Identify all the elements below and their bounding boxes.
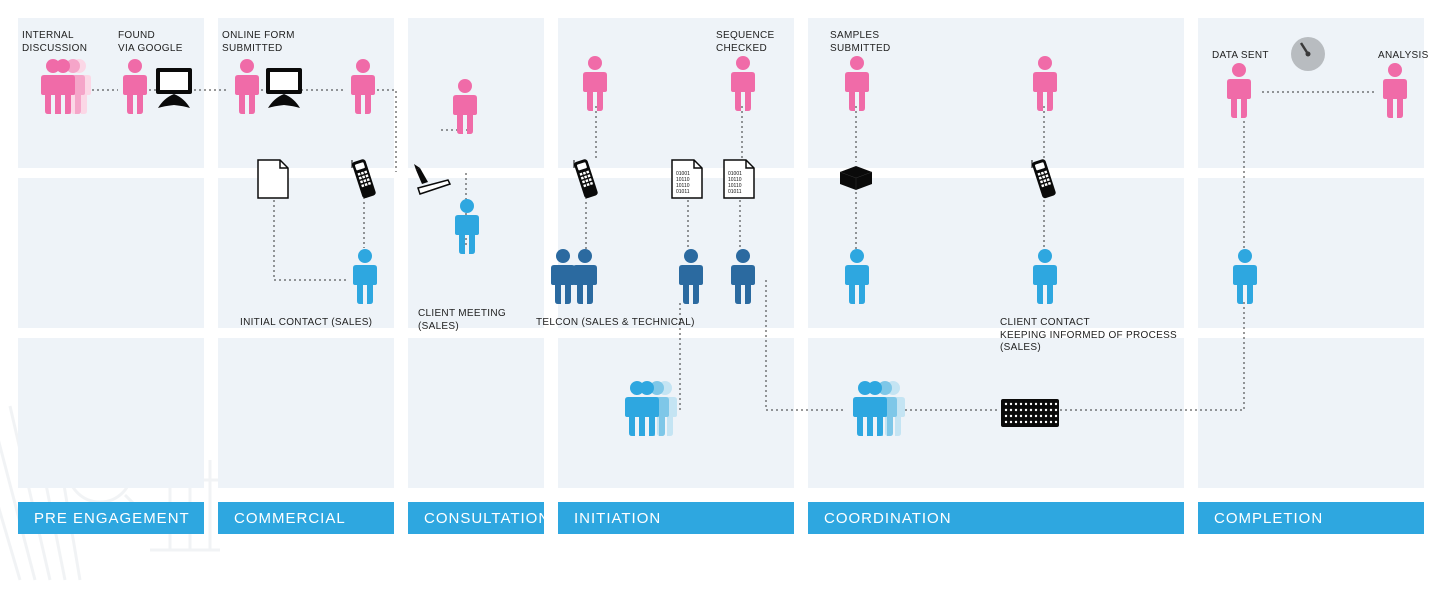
label-initial_contact_sales: INITIAL CONTACT (SALES) (240, 317, 372, 330)
grid-cell (408, 338, 544, 488)
person-icon (860, 380, 890, 441)
phase-bar-pre-engagement: PRE ENGAGEMENT (18, 502, 204, 534)
phase-label: PRE ENGAGEMENT (34, 510, 190, 527)
person-icon (580, 55, 610, 116)
phase-bar-commercial: COMMERCIAL (218, 502, 394, 534)
phase-bar-consultation: CONSULTATION (408, 502, 544, 534)
person-icon (842, 55, 872, 116)
svg-text:01011: 01011 (728, 189, 742, 195)
monitor-icon (152, 66, 196, 115)
phone-icon (350, 158, 376, 205)
person-icon (232, 58, 262, 119)
label-samples_submitted: SAMPLES SUBMITTED (830, 30, 890, 55)
svg-text:01011: 01011 (676, 189, 690, 195)
person-icon (48, 58, 78, 119)
document-icon (256, 158, 290, 205)
person-icon (1230, 248, 1260, 309)
person-icon (348, 58, 378, 119)
phase-label: INITIATION (574, 510, 661, 527)
person-icon (676, 248, 706, 309)
keyboard-icon (1000, 398, 1060, 433)
person-icon (842, 248, 872, 309)
label-client_contact: CLIENT CONTACT KEEPING INFORMED OF PROCE… (1000, 317, 1177, 355)
grid-cell (18, 178, 204, 328)
phase-label: COORDINATION (824, 510, 952, 527)
phone-icon (1030, 158, 1056, 205)
pen-paper-icon (414, 160, 454, 203)
monitor-icon (262, 66, 306, 115)
label-internal_discussion: INTERNAL DISCUSSION (22, 30, 87, 55)
phone-icon (572, 158, 598, 205)
person-icon (1030, 55, 1060, 116)
label-client_meeting_sales: CLIENT MEETING (SALES) (418, 308, 506, 333)
person-icon (632, 380, 662, 441)
gauge-icon (1290, 36, 1326, 77)
person-icon (1030, 248, 1060, 309)
data-doc-icon: 01001 10110 10110 01011 (670, 158, 704, 205)
phase-bar-initiation: INITIATION (558, 502, 794, 534)
person-icon (1380, 62, 1410, 123)
person-icon (350, 248, 380, 309)
label-found_via_google: FOUND VIA GOOGLE (118, 30, 183, 55)
grid-cell (218, 338, 394, 488)
grid-cell (18, 338, 204, 488)
person-icon (452, 198, 482, 259)
phase-bar-completion: COMPLETION (1198, 502, 1424, 534)
person-icon (120, 58, 150, 119)
box-icon (836, 164, 876, 195)
person-icon (728, 248, 758, 309)
label-online_form_submitted: ONLINE FORM SUBMITTED (222, 30, 295, 55)
service-journey-diagram: 01001 10110 10110 01011 01001 10110 1011… (0, 0, 1440, 555)
person-icon (728, 55, 758, 116)
grid-cell (1198, 338, 1424, 488)
data-doc-icon: 01001 10110 10110 01011 (722, 158, 756, 205)
phase-label: CONSULTATION (424, 510, 550, 527)
label-data_sent: DATA SENT (1212, 50, 1269, 63)
label-analysis: ANALYSIS (1378, 50, 1429, 63)
phase-label: COMMERCIAL (234, 510, 346, 527)
person-icon (450, 78, 480, 139)
phase-bar-coordination: COORDINATION (808, 502, 1184, 534)
label-telcon_sales_technical: TELCON (SALES & TECHNICAL) (536, 317, 695, 330)
person-icon (570, 248, 600, 309)
phase-label: COMPLETION (1214, 510, 1323, 527)
label-sequence_checked: SEQUENCE CHECKED (716, 30, 775, 55)
person-icon (1224, 62, 1254, 123)
